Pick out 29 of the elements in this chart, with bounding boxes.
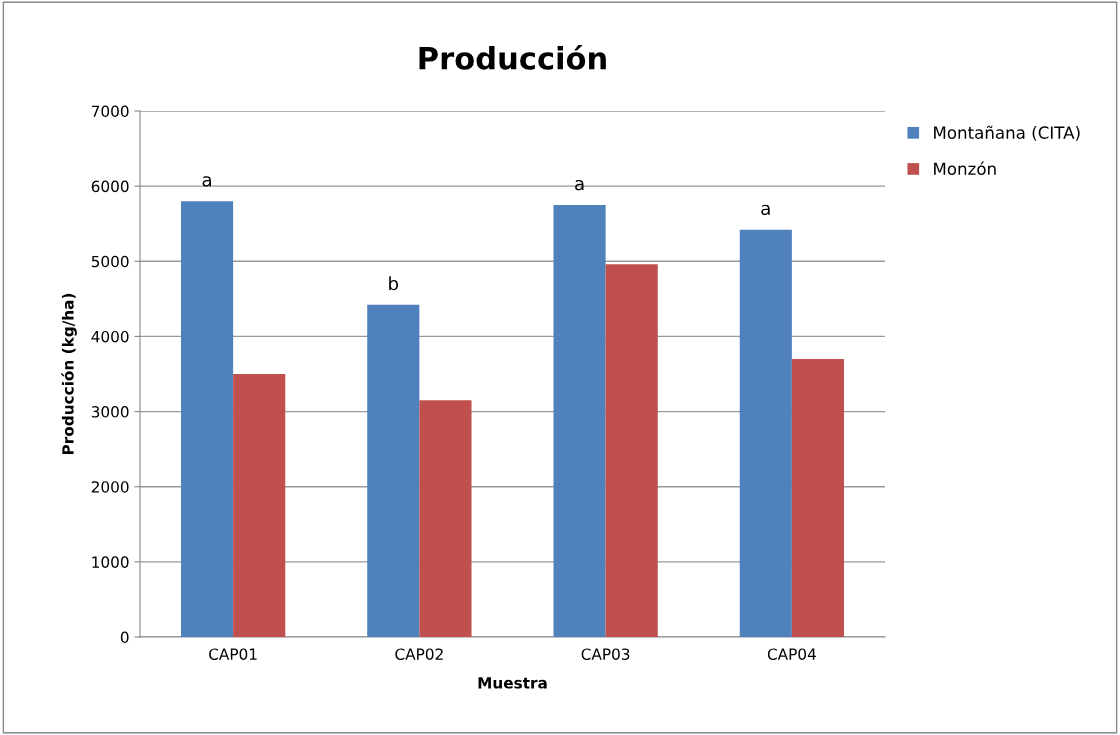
bar (791, 358, 845, 637)
annotation: a (575, 179, 584, 191)
y-tick-label: 2000 (91, 481, 129, 493)
bar (233, 374, 286, 637)
y-tick-label: 4000 (91, 330, 129, 343)
bar (180, 201, 234, 637)
x-axis-title: Muestra (478, 677, 547, 689)
bar (419, 400, 472, 637)
legend-label: Monzón (934, 161, 996, 176)
bar (605, 264, 658, 637)
legend-label: Montañana (CITA) (934, 125, 1080, 141)
y-axis-title: Producción (kg/ha) (61, 293, 77, 455)
bar (367, 304, 420, 637)
y-tick-label: 5000 (91, 255, 129, 268)
annotation: a (761, 204, 770, 216)
y-tick-label: 6000 (91, 180, 129, 193)
chart-title: Producción (419, 44, 606, 70)
x-tick-label: CAP04 (767, 648, 816, 660)
y-tick-label: 1000 (92, 556, 129, 568)
x-tick-label: CAP02 (395, 648, 443, 660)
annotation: b (389, 276, 399, 291)
y-tick-label: 3000 (91, 406, 129, 418)
bar (553, 204, 606, 637)
x-tick-label: CAP03 (581, 648, 630, 660)
x-tick-label: CAP01 (209, 648, 257, 660)
y-tick-label: 0 (120, 631, 129, 644)
bar (739, 229, 792, 637)
y-tick-label: 7000 (91, 105, 129, 118)
annotation: a (202, 176, 211, 187)
